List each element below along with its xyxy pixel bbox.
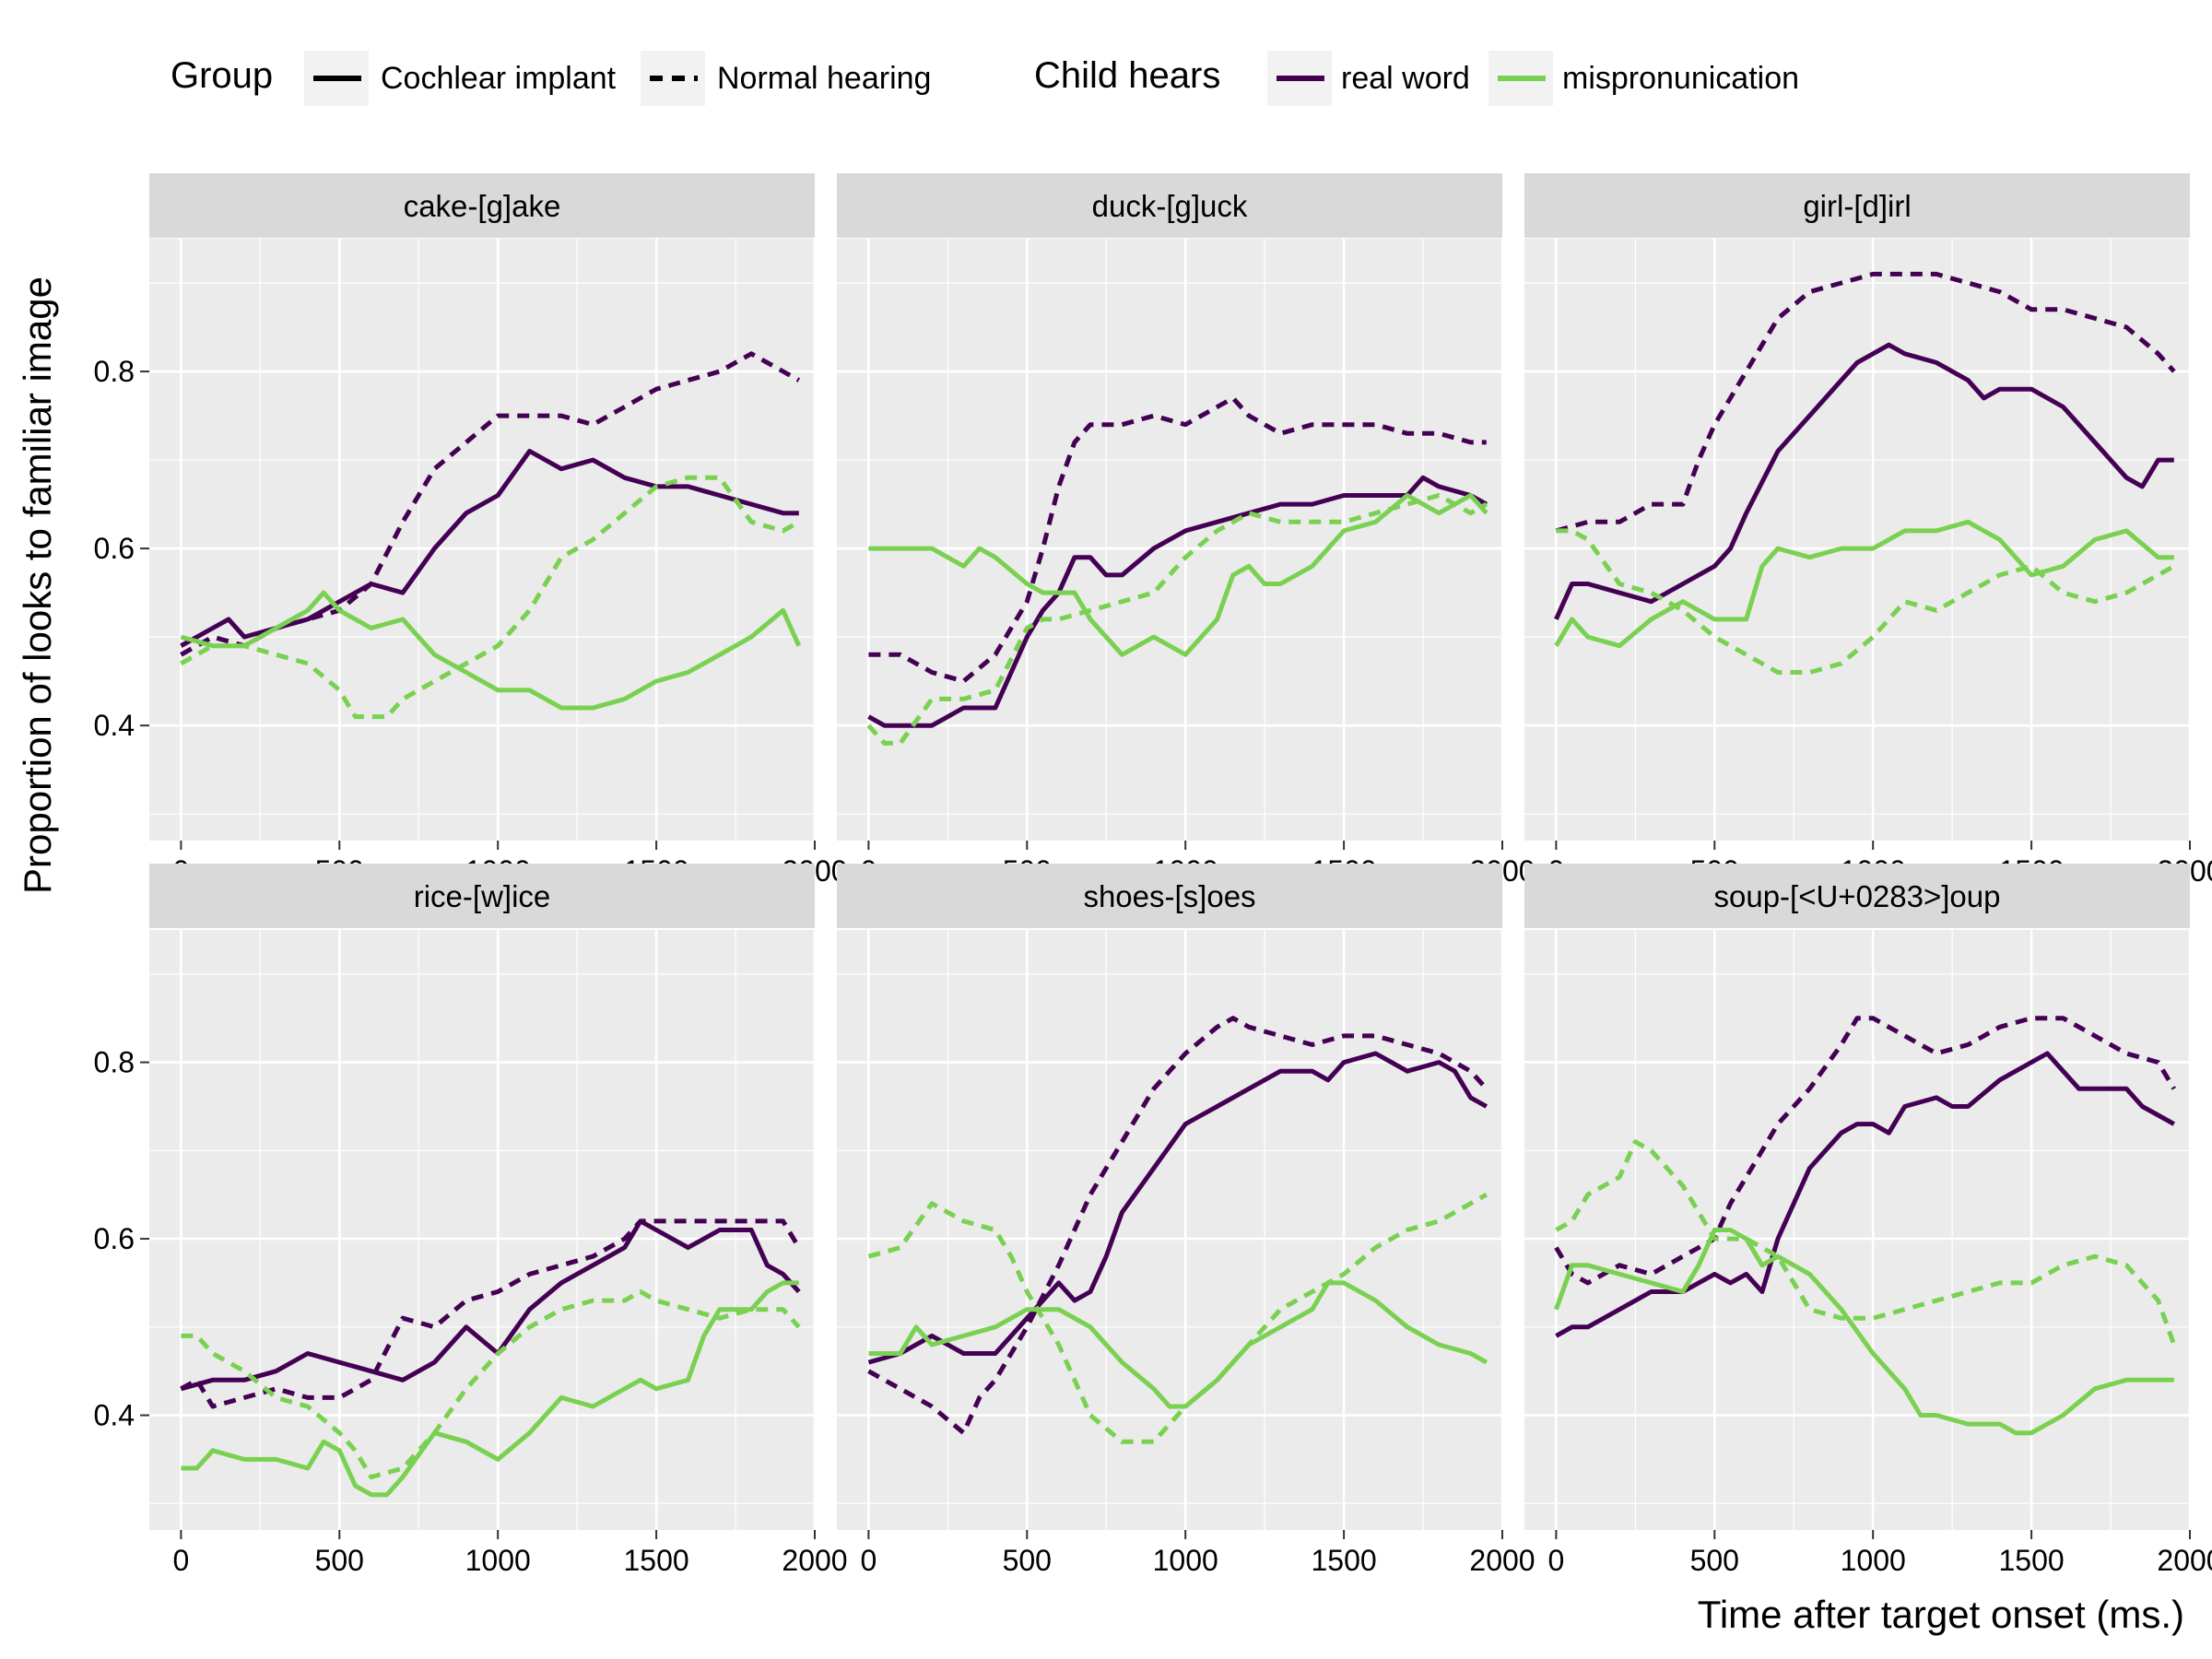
facet-title: shoes-[s]oes	[1083, 879, 1255, 913]
series-line-cochlear-implant-mispronunciation	[180, 590, 802, 711]
legend-label-normal-hearing: Normal hearing	[717, 61, 931, 96]
series-line-cochlear-implant-real-word	[867, 475, 1488, 728]
series-line-normal-hearing-mispronunciation	[1556, 528, 2176, 675]
x-tick-label: 500	[315, 1544, 364, 1577]
x-tick-label: 1000	[1841, 1544, 1906, 1577]
series-line-cochlear-implant-real-word	[180, 449, 799, 648]
facet-strip	[837, 864, 1502, 928]
y-tick-label: 0.4	[94, 709, 135, 742]
y-axis-title: Proportion of looks to familiar image	[16, 276, 59, 894]
series-line-normal-hearing-mispronunciation	[867, 1193, 1488, 1444]
series-line-cochlear-implant-mispronunciation	[868, 493, 1488, 657]
panel-background	[837, 930, 1502, 1530]
x-tick-label: 1500	[1312, 1544, 1377, 1577]
y-tick-label: 0.4	[94, 1399, 135, 1432]
legend-key-real-word	[1267, 51, 1332, 106]
series-line-cochlear-implant-mispronunciation	[1554, 519, 2174, 649]
series-line-cochlear-implant-real-word	[867, 1051, 1488, 1365]
legend-key-mispronunciation	[1488, 51, 1553, 106]
series-line-cochlear-implant-mispronunciation	[868, 1280, 1488, 1409]
series-line-normal-hearing-real-word	[867, 1016, 1488, 1436]
facet-strip	[1524, 173, 2190, 238]
facet-panel: rice-[w]ice 0 500 1000 1500 2000 0.4 0.6 0.8	[94, 864, 848, 1577]
series-line-cochlear-implant-real-word	[1554, 342, 2174, 620]
x-tick-label: 500	[1003, 1544, 1052, 1577]
facet-panels: cake-[g]ake 0 500 1000 1500 2000 0.4 0.6 0.8 duck…	[94, 173, 2212, 1577]
facet-strip	[149, 173, 815, 238]
panel-background	[149, 239, 815, 841]
facet-title: rice-[w]ice	[414, 879, 551, 913]
x-tick-label: 0	[1547, 1544, 1564, 1577]
panel-background	[149, 930, 815, 1530]
legend-hears-title: Child hears	[1034, 55, 1220, 96]
x-tick-label: 0	[860, 1544, 877, 1577]
facet-panel: girl-[d]irl0500100015002000	[1524, 173, 2212, 888]
series-line-normal-hearing-real-word	[868, 395, 1487, 684]
y-tick-label: 0.8	[94, 1046, 135, 1079]
series-line-cochlear-implant-mispronunciation	[181, 1280, 799, 1498]
legend: Group Cochlear implant Normal hearing Ch…	[171, 51, 1799, 106]
series-line-normal-hearing-real-word	[180, 351, 801, 657]
legend-key-dashed	[641, 51, 705, 106]
x-tick-label: 2000	[1469, 1544, 1535, 1577]
facet-title: duck-[g]uck	[1092, 189, 1248, 223]
facet-strip	[149, 864, 815, 928]
legend-label-mispronunciation: mispronunication	[1562, 61, 1799, 96]
series-line-normal-hearing-real-word	[1555, 271, 2176, 534]
x-tick-label: 2000	[2157, 1544, 2212, 1577]
facet-panel: cake-[g]ake05001000150020000.40.60.8	[94, 173, 848, 888]
y-tick-label: 0.6	[94, 1222, 135, 1255]
x-tick-label: 1000	[465, 1544, 531, 1577]
y-tick-label: 0.8	[94, 355, 135, 388]
x-tick-label: 2000	[782, 1544, 847, 1577]
x-tick-label: 0	[172, 1544, 189, 1577]
series-line-normal-hearing-mispronunciation	[181, 1289, 801, 1480]
legend-label-cochlear-implant: Cochlear implant	[381, 61, 617, 96]
facet-strip	[1524, 864, 2190, 928]
x-tick-label: 1000	[1153, 1544, 1218, 1577]
facet-panel: shoes-[s]oes 0 500 1000 1500 2000	[837, 864, 1535, 1577]
legend-label-real-word: real word	[1341, 61, 1470, 96]
series-line-normal-hearing-mispronunciation	[180, 475, 801, 720]
series-line-cochlear-implant-mispronunciation	[1554, 1228, 2174, 1436]
legend-key-solid	[304, 51, 369, 106]
panel-background	[1524, 239, 2190, 841]
x-tick-label: 1500	[1999, 1544, 2065, 1577]
facet-strip	[837, 173, 1502, 238]
facet-panel: soup-[<U+0283>]oup 0 500 1000 1500 2000	[1524, 864, 2212, 1577]
x-tick-label: 500	[1690, 1544, 1739, 1577]
x-tick-label: 1500	[624, 1544, 689, 1577]
facet-title: cake-[g]ake	[404, 189, 561, 223]
y-tick-label: 0.6	[94, 532, 135, 565]
series-line-normal-hearing-mispronunciation	[1555, 1139, 2177, 1346]
series-line-cochlear-implant-real-word	[180, 1218, 801, 1392]
facet-title: girl-[d]irl	[1803, 189, 1911, 223]
facet-panel: duck-[g]uck0500100015002000	[837, 173, 1535, 888]
legend-group-title: Group	[171, 55, 273, 96]
series-line-normal-hearing-real-word	[1554, 1016, 2176, 1286]
x-axis-title: Time after target onset (ms.)	[1698, 1593, 2184, 1636]
facet-title: soup-[<U+0283>]oup	[1713, 879, 2000, 913]
